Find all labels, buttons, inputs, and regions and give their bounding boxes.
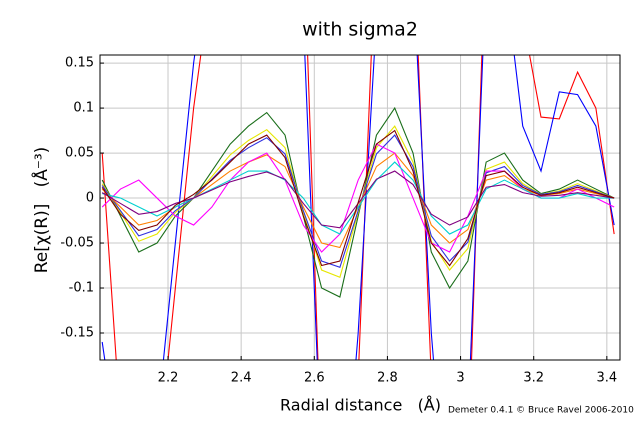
x-axis-label: Radial distance (Å) [280,396,441,415]
series-line [101,55,615,360]
y-tick-label: 0.05 [65,146,94,161]
y-tick-label: -0.05 [60,236,94,251]
lines [101,55,615,360]
x-tick-label: 2.4 [231,371,252,386]
chart-title: with sigma2 [302,19,418,41]
x-tick-label: 3.2 [523,371,544,386]
x-tick-label: 2.2 [158,371,179,386]
labels: -0.15 -0.1 -0.05 0 0.05 0.1 0.15 2.2 2.4 2.6 2.8 3 3… [60,56,617,386]
series-line [102,161,615,235]
series-line [101,106,615,298]
y-tick-label: -0.1 [69,281,94,296]
y-tick-label: 0.1 [73,101,94,116]
y-tick-label: -0.15 [60,326,94,341]
y-tick-label: 0.15 [65,56,94,71]
series-line [101,55,615,360]
series-line [101,134,615,269]
x-tick-label: 2.8 [377,371,398,386]
x-tick-label: 2.6 [304,371,325,386]
plot-frame [99,54,621,361]
series-line [101,129,615,267]
x-tick-label: 3 [456,371,464,386]
y-tick-label: 0 [86,191,94,206]
x-tick-label: 3.4 [596,371,617,386]
grid [100,55,620,360]
y-axis-label: Re[χ(R)] (Å⁻³) [30,147,52,274]
credit: Demeter 0.4.1 © Bruce Ravel 2006-2010 [448,406,634,416]
